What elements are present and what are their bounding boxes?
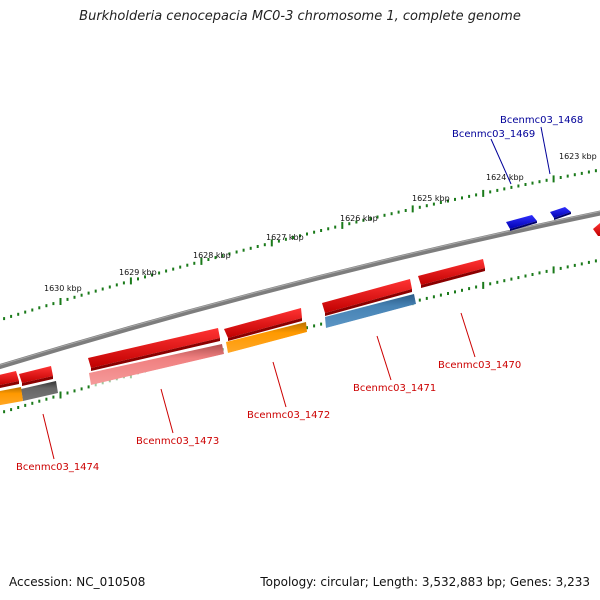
gene-red-1474[interactable] — [19, 366, 53, 386]
kbp-labels: 1623 kbp 1624 kbp 1625 kbp 1626 kbp 1627… — [44, 152, 597, 293]
gene-red-right-partial[interactable] — [593, 223, 600, 236]
feature-steelblue-1471[interactable] — [325, 294, 416, 331]
gene-red-1471[interactable] — [322, 279, 412, 316]
kbp-label: 1626 kbp — [340, 214, 378, 223]
leader-lines — [42, 126, 551, 460]
gene-label-1468[interactable]: Bcenmc03_1468 — [500, 115, 583, 126]
topology-text: Topology: circular; Length: 3,532,883 bp… — [260, 575, 590, 589]
kbp-label: 1623 kbp — [559, 152, 597, 161]
gene-blue-1469[interactable] — [506, 215, 537, 231]
feature-gray-1474[interactable] — [21, 381, 58, 401]
gene-red-1470[interactable] — [418, 259, 485, 288]
scale-ticks-upper — [3, 169, 597, 321]
gene-labels: Bcenmc03_1468 Bcenmc03_1469 Bcenmc03_147… — [16, 115, 583, 473]
kbp-label: 1625 kbp — [412, 194, 450, 203]
accession-text: Accession: NC_010508 — [9, 575, 146, 589]
kbp-label: 1630 kbp — [44, 284, 82, 293]
gene-label-1472[interactable]: Bcenmc03_1472 — [247, 410, 330, 421]
gene-blue-1468[interactable] — [550, 207, 571, 220]
gene-red-1473[interactable] — [88, 328, 220, 371]
gene-label-1471[interactable]: Bcenmc03_1471 — [353, 383, 436, 394]
gene-red-left-partial[interactable] — [0, 371, 19, 389]
feature-orange-1472[interactable] — [226, 322, 307, 356]
gene-red-1472[interactable] — [224, 308, 302, 341]
kbp-label: 1627 kbp — [266, 233, 304, 242]
gene-label-1473[interactable]: Bcenmc03_1473 — [136, 436, 219, 447]
gene-label-1469[interactable]: Bcenmc03_1469 — [452, 129, 535, 140]
gene-label-1470[interactable]: Bcenmc03_1470 — [438, 360, 521, 371]
kbp-label: 1628 kbp — [193, 251, 231, 260]
kbp-label: 1629 kbp — [119, 268, 157, 277]
feature-pink-1473[interactable] — [89, 344, 224, 388]
gene-label-1474[interactable]: Bcenmc03_1474 — [16, 462, 99, 473]
kbp-label: 1624 kbp — [486, 173, 524, 182]
chromosome-backbone — [0, 210, 600, 370]
map-title: Burkholderia cenocepacia MC0-3 chromosom… — [79, 9, 521, 24]
feature-orange-1474-partial[interactable] — [0, 387, 23, 406]
